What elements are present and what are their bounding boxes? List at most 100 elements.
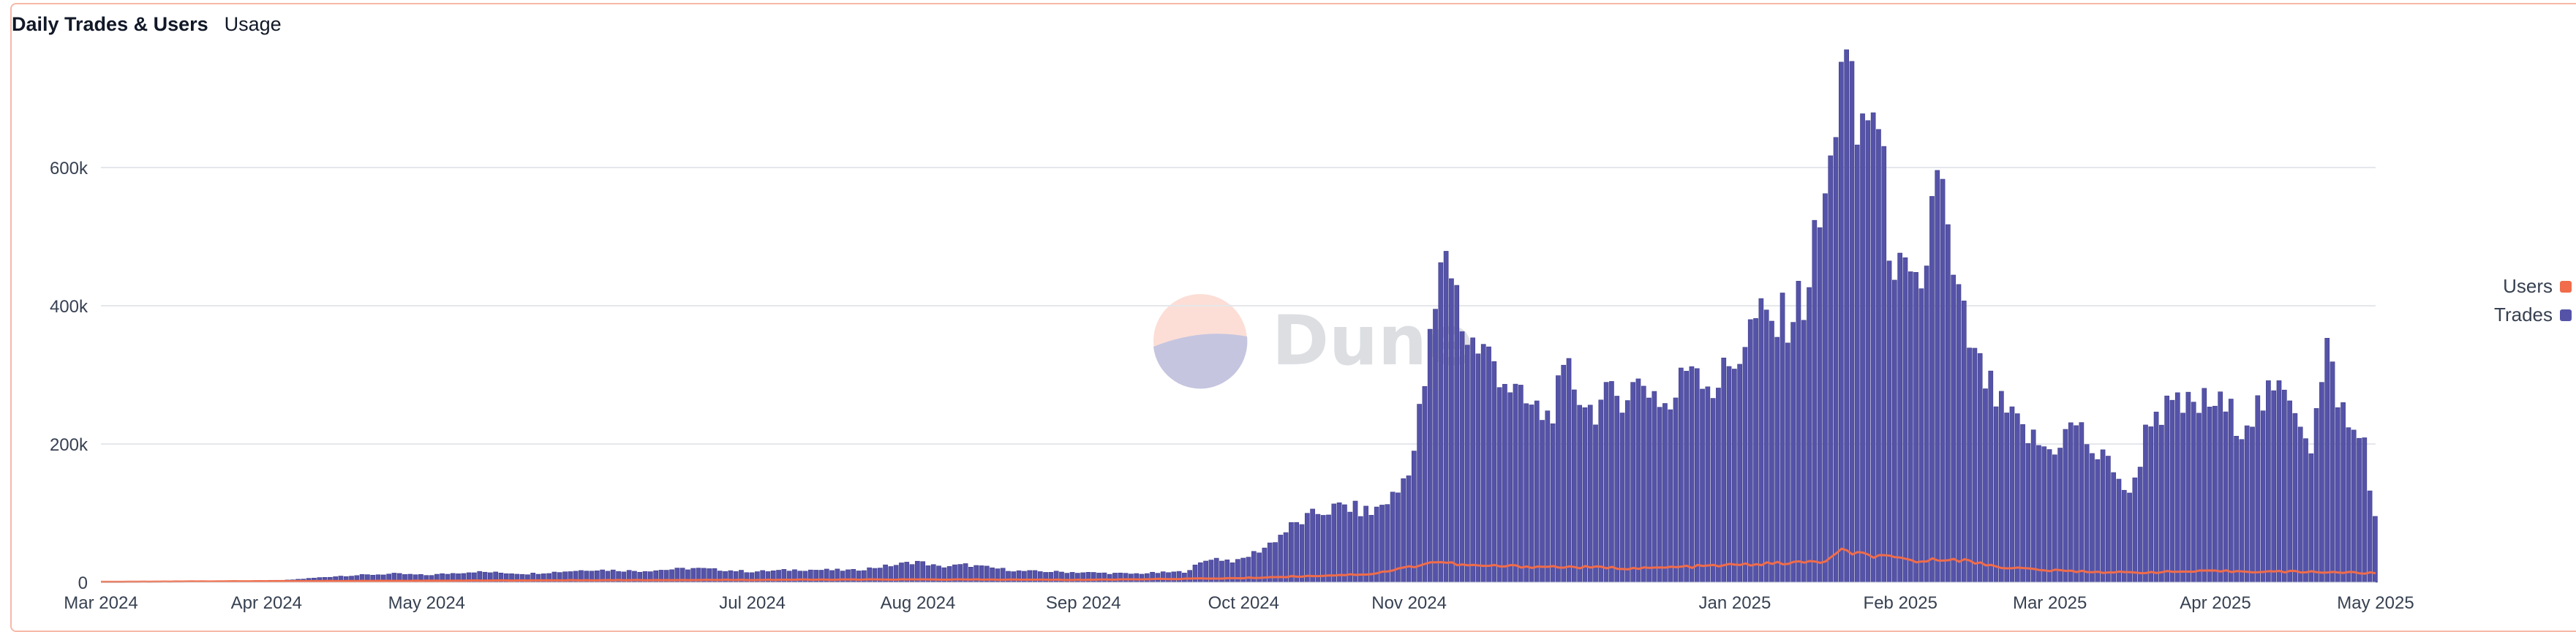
- x-tick-label: Jan 2025: [1699, 593, 1771, 613]
- trades-bar: [1187, 570, 1193, 583]
- trades-bar: [1411, 451, 1417, 583]
- trades-bar: [2212, 405, 2218, 583]
- x-tick-label: Apr 2025: [2180, 593, 2251, 613]
- trades-bar: [2025, 443, 2031, 583]
- trades-bar: [1229, 563, 1235, 583]
- trades-bar: [1390, 492, 1396, 583]
- trades-bar: [2068, 422, 2074, 583]
- trades-bar: [2239, 439, 2245, 583]
- trades-bar: [2121, 489, 2127, 583]
- trades-bar: [1961, 301, 1967, 583]
- trades-bar: [1630, 382, 1635, 583]
- trades-bar: [1951, 274, 1957, 583]
- x-tick-label: Nov 2024: [1371, 593, 1447, 613]
- trades-bar: [1673, 397, 1679, 583]
- trades-bar: [1304, 513, 1310, 583]
- trades-bar: [1689, 366, 1695, 583]
- trades-bar: [1913, 271, 1918, 583]
- trades-bar: [1897, 252, 1903, 583]
- trades-bar: [2137, 467, 2143, 583]
- trades-bar: [1545, 410, 1551, 583]
- trades-bar: [1710, 398, 1716, 583]
- trades-bar: [1144, 573, 1150, 583]
- trades-bar: [1609, 381, 1614, 583]
- legend-item-trades[interactable]: Trades: [2494, 301, 2572, 329]
- trades-bar: [1737, 364, 1742, 583]
- trades-bar: [1946, 224, 1951, 583]
- trades-bar: [2228, 399, 2234, 583]
- trades-bar: [1561, 364, 1567, 583]
- trades-bar: [1524, 403, 1529, 583]
- trades-bar: [1641, 385, 1646, 583]
- trades-bar: [1854, 144, 1860, 583]
- trades-bar: [2266, 380, 2271, 583]
- trades-bar: [2357, 437, 2362, 583]
- trades-bar: [1550, 423, 1556, 583]
- trades-bar: [2153, 411, 2159, 583]
- x-tick-label: Sep 2024: [1046, 593, 1121, 613]
- legend-swatch-users: [2560, 280, 2572, 293]
- x-tick-label: Mar 2024: [64, 593, 138, 613]
- trades-bar: [2041, 446, 2047, 583]
- trades-bar: [1129, 573, 1134, 583]
- trades-bar: [2202, 388, 2207, 583]
- trades-bar: [1422, 385, 1428, 583]
- axis-layer: 0 200k 400k 600k Mar 2024 Apr 2024 May 2024 Jul…: [50, 159, 2414, 613]
- trades-bar: [1480, 344, 1486, 583]
- trades-bar: [1118, 572, 1123, 583]
- trades-bar: [2281, 389, 2287, 583]
- trades-bar: [1134, 573, 1140, 583]
- trades-bar: [2346, 427, 2351, 583]
- trades-bar: [2159, 424, 2164, 583]
- trades-bar: [1593, 424, 1598, 583]
- legend-item-users[interactable]: Users: [2494, 272, 2572, 301]
- trades-bar: [1844, 49, 1850, 583]
- trades-bar: [1700, 388, 1705, 583]
- trades-bar: [1972, 347, 1978, 583]
- chart-title: Daily Trades & Users: [12, 13, 208, 35]
- trades-bar: [2367, 490, 2373, 583]
- trades-bar: [2148, 426, 2154, 583]
- trades-bar: [2046, 449, 2052, 583]
- trades-bar: [1331, 503, 1337, 583]
- trades-bar: [1940, 178, 1946, 583]
- trades-bar: [1892, 279, 1897, 583]
- chart-header: Daily Trades & Users Usage: [12, 13, 282, 36]
- y-tick-label: 600k: [50, 159, 88, 178]
- trades-bar: [1924, 266, 1929, 583]
- trades-bar: [1571, 389, 1577, 583]
- trades-bar: [1139, 573, 1145, 583]
- trades-bar: [2174, 392, 2180, 583]
- trades-bar: [2014, 413, 2020, 583]
- users-line: [100, 547, 2376, 584]
- trades-bar: [2196, 413, 2202, 583]
- trades-bar: [1107, 573, 1112, 583]
- trades-bar: [1747, 319, 1753, 583]
- trades-bar: [1935, 170, 1940, 583]
- trades-bar: [1326, 514, 1331, 583]
- trades-bar: [1918, 288, 1924, 583]
- x-tick-label: Aug 2024: [881, 593, 956, 613]
- legend-swatch-trades: [2560, 309, 2572, 321]
- trades-bar: [1886, 260, 1892, 583]
- trades-bar: [2063, 429, 2068, 583]
- trades-bar: [1176, 571, 1182, 583]
- trades-bar: [2079, 422, 2084, 583]
- trades-bar: [2111, 472, 2117, 583]
- trades-bar: [2271, 390, 2277, 583]
- chart-subtitle: Usage: [224, 13, 282, 35]
- trades-bar: [1977, 353, 1983, 583]
- trades-bar: [1865, 120, 1871, 583]
- trades-bar: [1464, 345, 1470, 583]
- trades-bar: [2116, 478, 2122, 583]
- trades-bar: [2132, 477, 2138, 583]
- trades-bar: [1289, 522, 1294, 583]
- trades-bar: [2297, 426, 2303, 583]
- trades-bar: [2143, 424, 2148, 583]
- trades-bar: [1646, 397, 1652, 583]
- trades-bar: [1283, 532, 1289, 583]
- trades-bar: [1320, 515, 1326, 583]
- trades-bar: [1902, 257, 1908, 583]
- trades-bar: [2074, 425, 2079, 583]
- trades-bar: [1694, 368, 1700, 583]
